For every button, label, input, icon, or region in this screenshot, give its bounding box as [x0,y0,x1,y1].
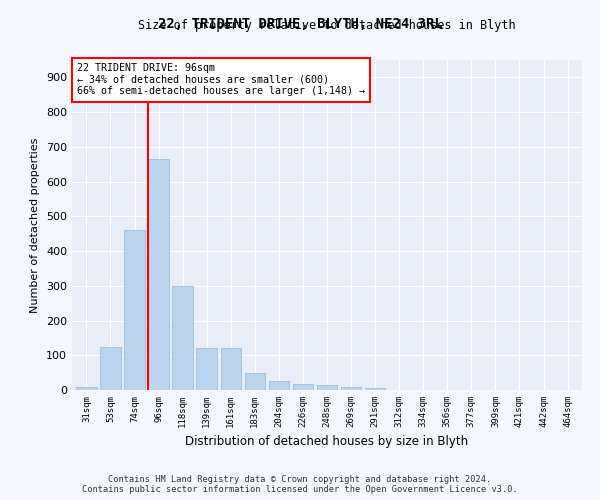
Text: Contains HM Land Registry data © Crown copyright and database right 2024.
Contai: Contains HM Land Registry data © Crown c… [82,474,518,494]
Bar [148,159,169,390]
Bar [341,387,361,390]
Bar [76,386,97,390]
Bar [245,372,265,390]
Title: Size of property relative to detached houses in Blyth: Size of property relative to detached ho… [138,20,516,32]
Bar [124,230,145,390]
Bar [221,348,241,390]
Bar [269,382,289,390]
X-axis label: Distribution of detached houses by size in Blyth: Distribution of detached houses by size … [185,436,469,448]
Y-axis label: Number of detached properties: Number of detached properties [31,138,40,312]
Bar [293,384,313,390]
Bar [100,346,121,390]
Text: 22, TRIDENT DRIVE, BLYTH, NE24 3RL: 22, TRIDENT DRIVE, BLYTH, NE24 3RL [158,18,442,32]
Bar [317,385,337,390]
Bar [172,286,193,390]
Bar [196,348,217,390]
Text: 22 TRIDENT DRIVE: 96sqm
← 34% of detached houses are smaller (600)
66% of semi-d: 22 TRIDENT DRIVE: 96sqm ← 34% of detache… [77,64,365,96]
Bar [365,388,385,390]
